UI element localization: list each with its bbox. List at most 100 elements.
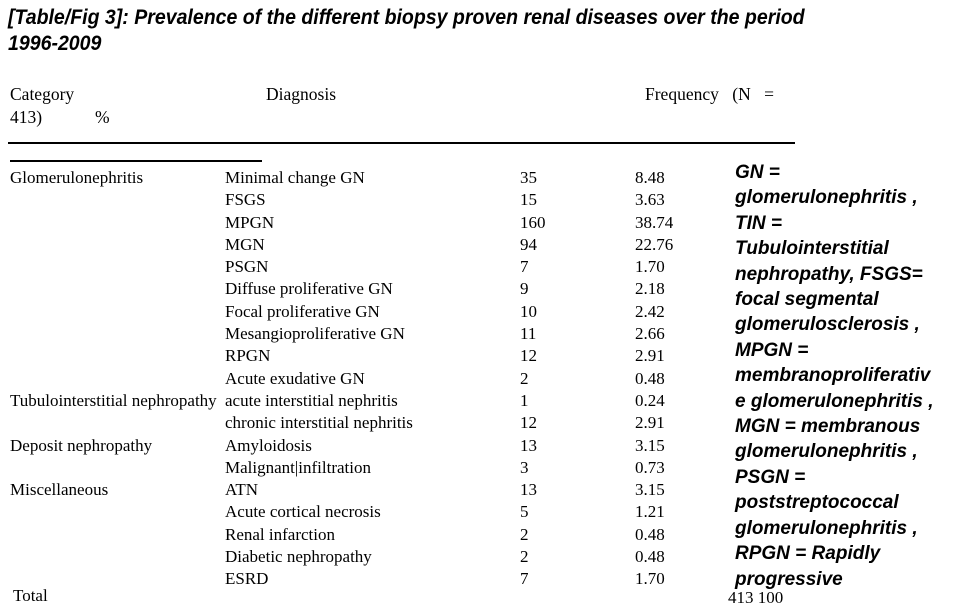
cell-category <box>10 278 225 300</box>
abbreviation-note-line: progressive <box>735 568 843 590</box>
column-header-diagnosis: Diagnosis <box>266 84 336 104</box>
table-row: PSGN 7 1.70 <box>10 256 735 278</box>
header-divider-line <box>8 142 795 144</box>
cell-percent: 1.70 <box>635 569 665 589</box>
cell-frequency: 12 <box>520 346 537 366</box>
column-header-percent: % <box>95 107 110 127</box>
cell-diagnosis: ESRD <box>225 569 269 589</box>
cell-category <box>10 457 225 479</box>
cell-category <box>10 301 225 323</box>
abbreviation-note-line: GN = <box>735 162 780 183</box>
table-row: FSGS 15 3.63 <box>10 189 735 211</box>
abbreviation-note: GN = glomerulonephritis , TIN = Tubulointer… <box>735 160 957 592</box>
cell-frequency: 160 <box>520 212 546 232</box>
table-row: RPGN 12 2.91 <box>10 345 735 367</box>
abbreviation-note-line: Tubulointerstitial <box>735 238 889 260</box>
page-title-line: [Table/Fig 3]: Prevalence of the differe… <box>8 6 805 29</box>
cell-diagnosis: Mesangioproliferative GN <box>225 324 405 344</box>
table-row: ESRD 7 1.70 <box>10 568 735 590</box>
table-row: Focal proliferative GN 10 2.42 <box>10 301 735 323</box>
cell-diagnosis: Acute cortical necrosis <box>225 502 381 522</box>
abbreviation-note-line: TIN = <box>735 212 782 234</box>
abbreviation-note-line: RPGN = Rapidly <box>735 543 881 565</box>
cell-percent: 2.91 <box>635 346 665 366</box>
cell-category: Deposit nephropathy <box>10 435 153 455</box>
table-row: chronic interstitial nephritis 12 2.91 <box>10 412 735 434</box>
cell-diagnosis: Diabetic nephropathy <box>225 547 372 567</box>
cell-percent: 0.48 <box>635 547 665 567</box>
table-row: MPGN 160 38.74 <box>10 212 735 234</box>
cell-percent: 3.63 <box>635 190 665 210</box>
cell-frequency: 15 <box>520 190 537 210</box>
cell-category: Glomerulonephritis <box>10 168 144 187</box>
table-row: Miscellaneous ATN 13 3.15 <box>10 479 735 501</box>
cell-diagnosis: Renal infarction <box>225 524 335 544</box>
abbreviation-note-line: MPGN = <box>735 339 809 361</box>
cell-percent: 3.15 <box>635 435 665 455</box>
table-row: MGN 94 22.76 <box>10 234 735 256</box>
cell-percent: 2.18 <box>635 279 665 299</box>
cell-percent: 8.48 <box>635 168 665 187</box>
cell-diagnosis: chronic interstitial nephritis <box>225 413 413 433</box>
cell-percent: 2.42 <box>635 301 665 321</box>
cell-diagnosis: Minimal change GN <box>225 168 365 187</box>
table-row: Deposit nephropathy Amyloidosis 13 3.15 <box>10 435 735 457</box>
table-row: Mesangioproliferative GN 11 2.66 <box>10 323 735 345</box>
abbreviation-note-line: glomerulonephritis , <box>735 441 918 463</box>
table-row: Diffuse proliferative GN 9 2.18 <box>10 278 735 300</box>
column-header-category: Category <box>10 84 75 104</box>
cell-percent: 3.15 <box>635 480 665 500</box>
abbreviation-note-line: nephropathy, FSGS= <box>735 263 923 285</box>
cell-frequency: 5 <box>520 502 529 522</box>
page-title: [Table/Fig 3]: Prevalence of the differe… <box>8 5 805 57</box>
cell-category <box>10 212 225 234</box>
table-row: Tubulointerstitial nephropathy acute int… <box>10 390 735 412</box>
cell-frequency: 2 <box>520 524 529 544</box>
cell-category <box>10 345 225 367</box>
cell-diagnosis: ATN <box>225 480 259 500</box>
cell-diagnosis: Malignant|infiltration <box>225 457 371 477</box>
cell-percent: 2.66 <box>635 324 665 344</box>
abbreviation-note-line: poststreptococcal <box>735 492 899 514</box>
cell-category <box>10 368 225 390</box>
cell-frequency: 35 <box>520 168 537 187</box>
abbreviation-note-line: membranoproliferativ <box>735 365 931 387</box>
table-rows: Glomerulonephritis Minimal change GN 35 … <box>10 167 735 591</box>
cell-diagnosis: PSGN <box>225 257 269 277</box>
cell-diagnosis: RPGN <box>225 346 271 366</box>
abbreviation-note-line: focal segmental <box>735 289 879 311</box>
cell-category <box>10 234 225 256</box>
cell-frequency: 13 <box>520 480 537 500</box>
cell-diagnosis: Focal proliferative GN <box>225 301 380 321</box>
category-column-underline <box>10 160 262 162</box>
column-header-frequency: Frequency (N = <box>645 84 774 104</box>
column-header-frequency-wrap: 413) <box>10 107 43 127</box>
cell-diagnosis: FSGS <box>225 190 266 210</box>
cell-percent: 1.70 <box>635 257 665 277</box>
cell-category <box>10 256 225 278</box>
cell-category: Miscellaneous <box>10 480 109 500</box>
cell-category <box>10 501 225 523</box>
table-row: Acute cortical necrosis 5 1.21 <box>10 501 735 523</box>
cell-diagnosis: Amyloidosis <box>225 435 312 455</box>
cell-category <box>10 524 225 546</box>
cell-category <box>10 412 225 434</box>
abbreviation-note-line: MGN = membranous <box>735 416 921 438</box>
cell-frequency: 2 <box>520 547 529 567</box>
cell-percent: 0.48 <box>635 524 665 544</box>
cell-percent: 2.91 <box>635 413 665 433</box>
cell-frequency: 1 <box>520 390 529 410</box>
cell-percent: 22.76 <box>635 234 674 254</box>
table-row: Diabetic nephropathy 2 0.48 <box>10 546 735 568</box>
abbreviation-note-line: glomerulonephritis , <box>735 187 918 209</box>
abbreviation-note-line: glomerulosclerosis , <box>735 314 920 336</box>
table-row: Glomerulonephritis Minimal change GN 35 … <box>10 167 735 189</box>
page-title-line: 1996-2009 <box>8 32 102 55</box>
cell-frequency: 7 <box>520 569 529 589</box>
table-row: Renal infarction 2 0.48 <box>10 524 735 546</box>
cell-diagnosis: acute interstitial nephritis <box>225 390 398 410</box>
cell-percent: 0.48 <box>635 368 665 388</box>
cell-diagnosis: MPGN <box>225 212 275 232</box>
cell-category <box>10 189 225 211</box>
